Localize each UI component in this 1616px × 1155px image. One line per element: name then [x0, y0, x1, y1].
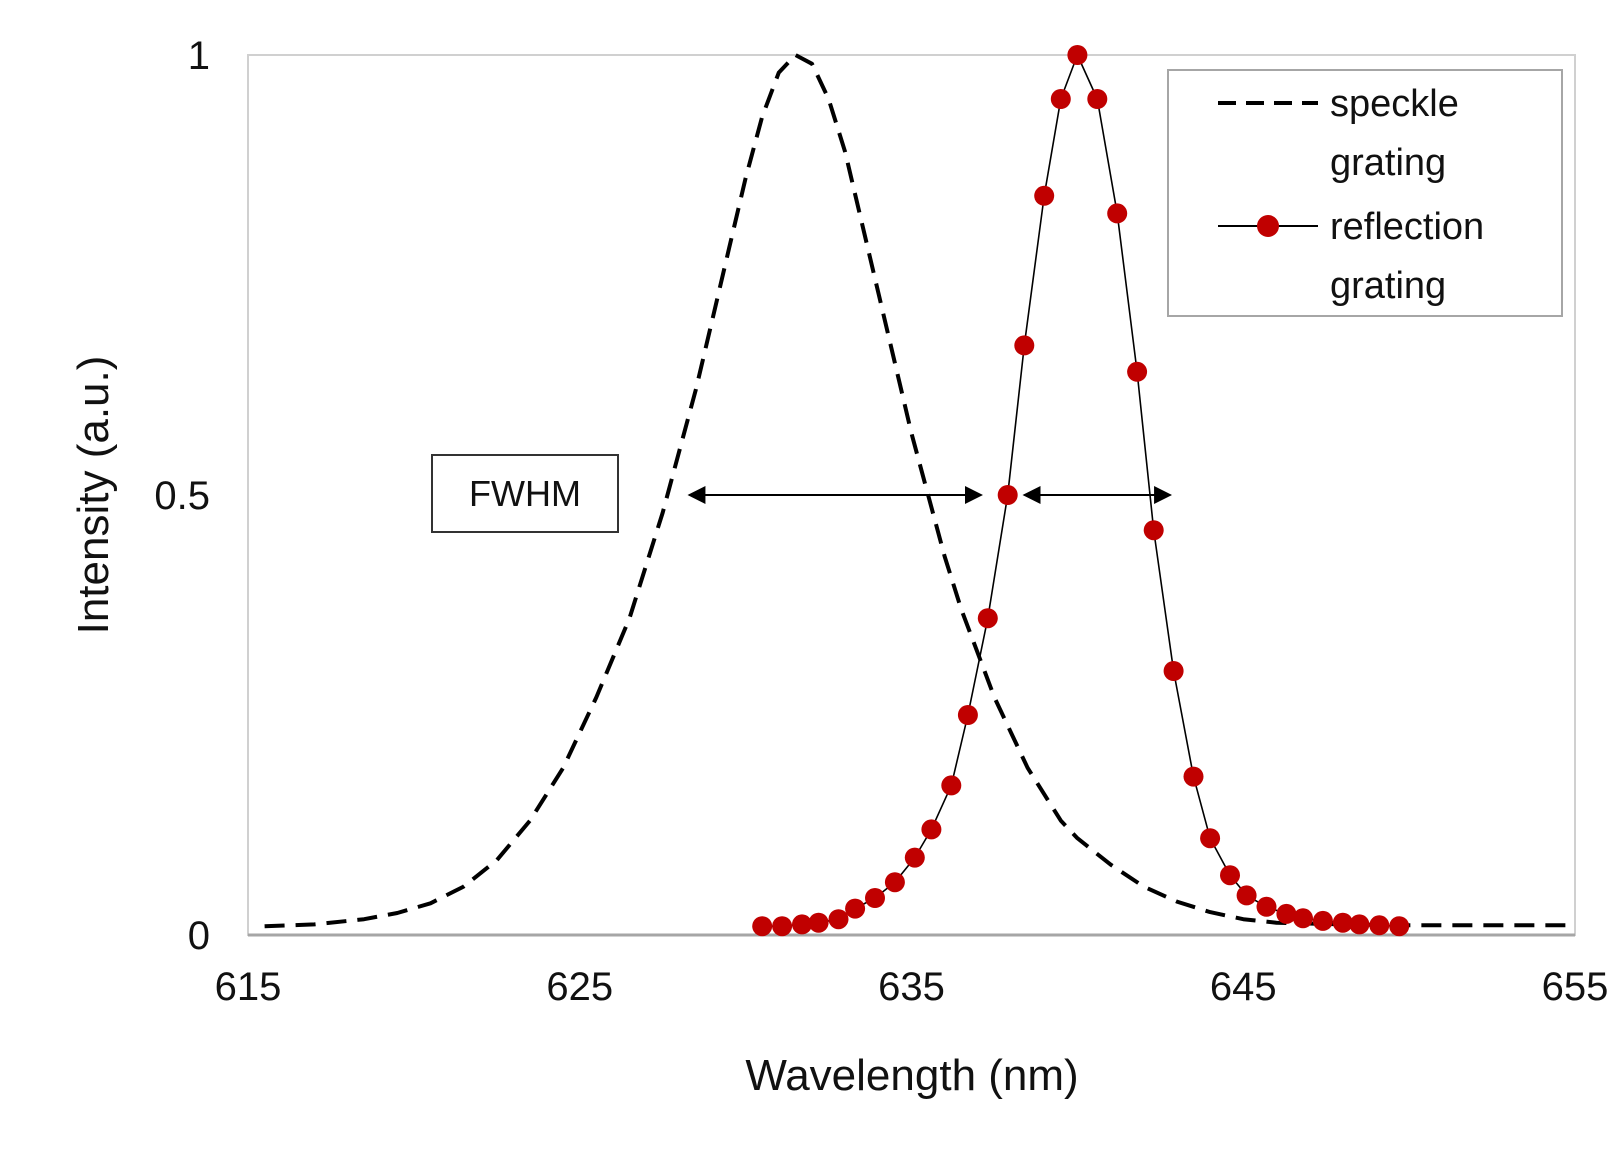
reflection-data-point [1389, 916, 1410, 937]
reflection-data-point [1332, 912, 1353, 933]
reflection-data-point [1143, 520, 1164, 541]
reflection-data-point [865, 888, 885, 908]
reflection-data-point [1349, 914, 1370, 935]
legend-label-reflection-line2: grating [1330, 265, 1446, 307]
reflection-data-point [1293, 908, 1313, 929]
reflection-data-point [957, 705, 978, 725]
reflection-data-point [1067, 45, 1088, 65]
reflection-data-point [1236, 885, 1257, 906]
legend: speckle grating reflection grating [1167, 69, 1563, 317]
x-tick-label: 635 [878, 965, 945, 1009]
y-tick-label: 0.5 [154, 474, 210, 518]
reflection-data-point [1087, 89, 1108, 109]
reflection-data-point [884, 872, 905, 893]
x-tick-label: 625 [546, 965, 613, 1009]
reflection-data-point [792, 914, 812, 935]
reflection-data-point [904, 847, 925, 868]
reflection-data-point [997, 485, 1018, 505]
series-speckle-grating-line [264, 53, 1575, 929]
legend-label-speckle-line1: speckle [1330, 83, 1459, 125]
legend-swatch-reflection-marker [1257, 215, 1279, 237]
reflection-data-point [1127, 361, 1148, 382]
reflection-data-point [1256, 896, 1277, 917]
reflection-data-point [1050, 89, 1071, 109]
reflection-data-point [1369, 915, 1390, 936]
x-axis-title: Wavelength (nm) [745, 1051, 1078, 1100]
fwhm-box-border [431, 454, 619, 533]
reflection-data-point [1163, 661, 1184, 681]
x-tick-label: 655 [1542, 965, 1609, 1009]
reflection-data-point [752, 916, 773, 937]
reflection-data-point [1014, 335, 1035, 356]
reflection-data-point [1312, 910, 1333, 931]
reflection-data-point [1200, 828, 1221, 849]
reflection-data-point [1220, 865, 1240, 886]
reflection-data-point [1276, 903, 1297, 924]
reflection-data-point [1034, 185, 1055, 206]
reflection-data-point [1107, 203, 1128, 224]
legend-label-speckle-line2: grating [1330, 142, 1446, 184]
reflection-data-point [921, 819, 942, 840]
x-tick-label: 645 [1210, 965, 1277, 1009]
reflection-data-point [941, 775, 962, 796]
tick-labels: 615 625 635 645 655 0 0.5 1 [154, 34, 1608, 1009]
y-tick-label: 0 [188, 914, 210, 958]
y-axis-title: Intensity (a.u.) [69, 356, 118, 635]
reflection-data-point [845, 898, 866, 919]
y-tick-label: 1 [188, 34, 210, 78]
reflection-data-point [808, 912, 829, 933]
reflection-data-point [772, 916, 793, 937]
series-layer [264, 45, 1575, 937]
fwhm-label-box: FWHM [431, 454, 619, 533]
x-tick-label: 615 [215, 965, 282, 1009]
fwhm-label: FWHM [469, 473, 581, 514]
reflection-data-point [1183, 766, 1204, 787]
legend-label-reflection-line1: reflection [1330, 206, 1484, 248]
reflection-data-point [977, 608, 998, 629]
reflection-data-point [828, 909, 849, 930]
legend-box [1167, 69, 1563, 317]
